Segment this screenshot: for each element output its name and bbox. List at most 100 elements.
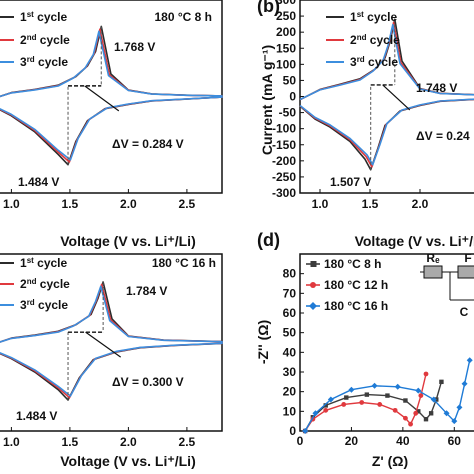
eis-point <box>371 382 378 389</box>
eis-point <box>323 403 328 408</box>
y-tick-label: 100 <box>276 57 296 71</box>
eis-point <box>385 393 390 398</box>
y-tick-label: -200 <box>272 154 296 168</box>
eis-point <box>439 379 444 385</box>
anodic-peak-label: 1.748 V <box>416 81 457 95</box>
panel-a-voltage-title: Voltage (V vs. Li⁺/Li) <box>60 233 195 249</box>
eis-point <box>423 417 429 422</box>
legend-marker <box>309 302 317 310</box>
panel-label-b: (b) <box>257 0 280 16</box>
plot-frame-a <box>0 0 223 194</box>
anodic-peak-label: 1.784 V <box>126 284 167 298</box>
y-axis-title-d: -Z'' (Ω) <box>255 320 271 364</box>
legend-label-eis-2: 180 °C 12 h <box>324 278 388 292</box>
eis-point <box>418 393 424 398</box>
circuit-label-rf: F <box>464 251 471 265</box>
y-tick-label: -100 <box>272 122 296 136</box>
eis-point <box>451 418 458 425</box>
y-tick-label: 80 <box>283 267 297 281</box>
eis-point <box>302 428 309 434</box>
y-tick-label: 40 <box>283 345 297 359</box>
circuit-resistor-rf <box>457 265 474 279</box>
y-tick-label: 60 <box>283 306 297 320</box>
y-tick-label: 0 <box>289 90 296 104</box>
cv-curve-cycle-3 <box>0 285 223 397</box>
eis-point <box>456 404 463 411</box>
eis-point <box>341 402 347 407</box>
y-axis-title-b: Current (mA g⁻¹) <box>259 45 275 155</box>
eis-point <box>348 386 355 393</box>
x-tick-label: 1.5 <box>62 197 79 211</box>
y-tick-label: 150 <box>276 41 296 55</box>
x-axis-title-c: Voltage (V vs. Li⁺/Li) <box>60 453 195 469</box>
delta-v-arrow <box>382 84 411 111</box>
y-tick-label: 0 <box>289 424 296 438</box>
x-tick-label: 1.5 <box>362 197 379 211</box>
y-tick-label: -250 <box>272 170 296 184</box>
circuit-label-c: C <box>460 305 469 319</box>
x-tick-label: 0 <box>297 434 304 448</box>
x-tick-label: 2.0 <box>120 435 137 449</box>
condition-label: 180 °C 16 h <box>152 256 216 270</box>
condition-label: 180 °C 8 h <box>155 10 213 24</box>
panel-label-d: (d) <box>257 230 280 250</box>
y-tick-label: 70 <box>283 286 297 300</box>
eis-point <box>359 400 365 405</box>
delta-v-arrow <box>85 331 122 358</box>
circuit-label-re: Rₑ <box>426 251 440 265</box>
eis-point <box>403 415 408 421</box>
legend-label-cycle-2: 2nd cycle <box>350 33 400 48</box>
panel-d-voltage-title: Voltage (V vs. Li⁺/Li <box>355 233 474 249</box>
y-tick-label: 250 <box>276 9 296 23</box>
eis-point <box>423 371 429 377</box>
cv-curve-cycle-3 <box>299 23 474 166</box>
delta-v-arrow <box>84 85 120 112</box>
y-tick-label: -50 <box>279 106 297 120</box>
delta-v-label: ΔV = 0.300 V <box>112 375 184 389</box>
cathodic-peak-label: 1.484 V <box>16 409 57 423</box>
y-tick-label: 10 <box>283 404 297 418</box>
eis-point <box>443 410 450 417</box>
eis-point <box>394 383 401 390</box>
eis-point <box>323 407 329 413</box>
x-tick-label: 1.5 <box>62 435 79 449</box>
eis-point <box>344 395 349 400</box>
y-tick-label: 20 <box>283 385 297 399</box>
cv-curve-cycle-3 <box>0 30 223 161</box>
y-tick-label: -300 <box>272 186 296 200</box>
eis-point <box>392 407 398 413</box>
y-tick-label: 300 <box>276 0 296 7</box>
delta-v-label: ΔV = 0.24 <box>416 129 470 143</box>
y-tick-label: -150 <box>272 138 296 152</box>
legend-label-cycle-1: 1st cycle <box>20 10 68 25</box>
eis-point <box>403 398 408 403</box>
cathodic-peak-label: 1.484 V <box>18 175 59 189</box>
x-tick-label: 2.0 <box>412 197 429 211</box>
y-tick-label: 50 <box>283 73 297 87</box>
x-tick-label: 2.0 <box>120 197 137 211</box>
eis-point <box>327 396 334 403</box>
legend-label-cycle-2: 2nd cycle <box>20 277 70 292</box>
legend-label-cycle-3: 3rd cycle <box>20 55 68 70</box>
legend-label-eis-1: 180 °C 8 h <box>324 257 382 271</box>
eis-point <box>416 409 421 414</box>
plot-frame-b <box>299 0 474 194</box>
y-tick-label: 200 <box>276 25 296 39</box>
legend-marker <box>310 261 317 267</box>
eis-curve-2 <box>304 373 427 432</box>
plot-frame-d <box>299 253 474 432</box>
legend-label-eis-3: 180 °C 16 h <box>324 299 388 313</box>
eis-point <box>413 410 419 416</box>
legend-label-cycle-3: 3rd cycle <box>350 55 398 70</box>
eis-point <box>430 396 437 403</box>
circuit-resistor-re <box>423 265 443 279</box>
x-tick-label: 60 <box>448 434 462 448</box>
x-tick-label: 20 <box>345 434 359 448</box>
x-tick-label: 2.5 <box>179 197 196 211</box>
delta-v-label: ΔV = 0.284 V <box>112 137 184 151</box>
legend-label-cycle-2: 2nd cycle <box>20 33 70 48</box>
eis-point <box>461 380 468 387</box>
x-tick-label: 1.0 <box>3 435 20 449</box>
anodic-peak-label: 1.768 V <box>114 40 155 54</box>
